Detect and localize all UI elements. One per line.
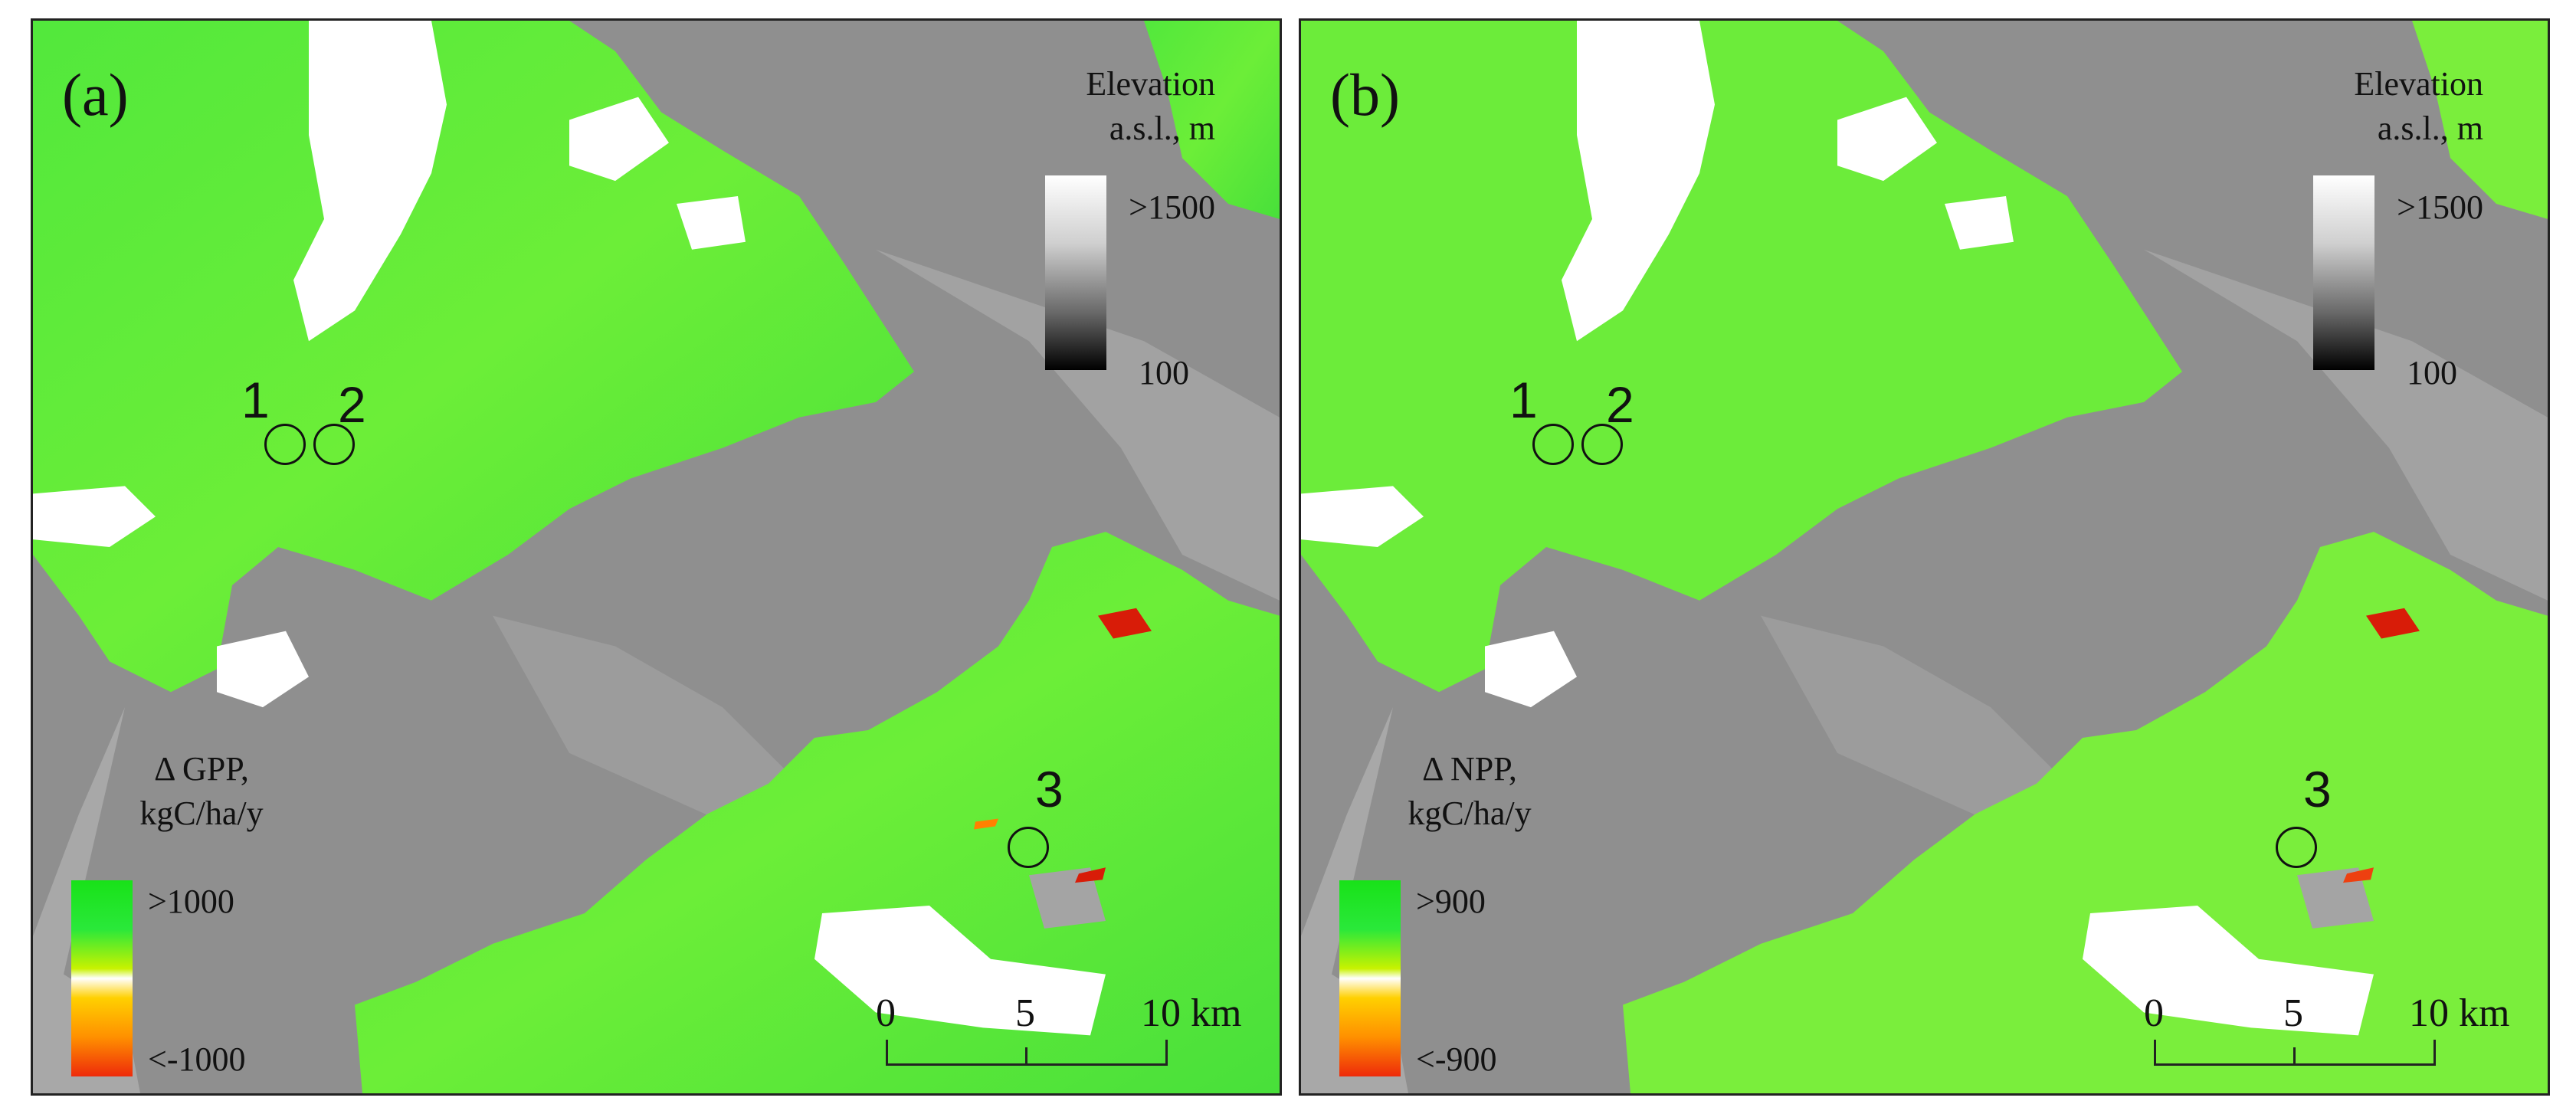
delta-title-line1: Δ NPP, xyxy=(1422,750,1517,788)
site-marker xyxy=(1581,424,1623,465)
site-marker xyxy=(1532,424,1574,465)
snow-region xyxy=(33,486,156,548)
vegetation-region xyxy=(2412,21,2548,219)
map-panel-b: (b) Elevation a.s.l., m >1500 100 Δ NPP,… xyxy=(1299,18,2550,1096)
snow-region xyxy=(1945,196,2014,250)
site-marker xyxy=(264,424,306,465)
terrain-map xyxy=(1301,21,2548,1093)
scale-stem xyxy=(2154,1040,2156,1066)
terrain-patch xyxy=(1029,867,1106,929)
vegetation-region xyxy=(1623,532,2548,1093)
scale-tick-label: 5 xyxy=(1015,991,1035,1035)
decline-patch xyxy=(2366,608,2420,639)
elevation-min-label: 100 xyxy=(2407,354,2457,392)
snow-region xyxy=(1301,486,1424,548)
site-label: 1 xyxy=(241,372,270,428)
elevation-colorbar xyxy=(1045,175,1106,370)
terrain-ridge xyxy=(1761,615,2067,822)
scale-tick-label: 5 xyxy=(2283,991,2303,1035)
scale-stem xyxy=(1025,1047,1027,1066)
decline-patch xyxy=(974,818,998,830)
snow-region xyxy=(677,196,746,250)
vegetation-region xyxy=(33,21,914,693)
scale-stem xyxy=(2293,1047,2296,1066)
scale-tick-label: 10 km xyxy=(2409,991,2510,1035)
delta-title-line2: kgC/ha/y xyxy=(1408,795,1532,832)
snow-region xyxy=(1562,21,1715,342)
snow-region xyxy=(569,97,669,182)
elevation-title-line1: Elevation xyxy=(2354,65,2483,103)
elevation-max-label: >1500 xyxy=(1129,188,1215,226)
decline-patch xyxy=(1098,608,1152,639)
scale-stem xyxy=(886,1040,888,1066)
snow-region xyxy=(293,21,447,342)
terrain-ridge xyxy=(876,249,1280,601)
elevation-title-line2: a.s.l., m xyxy=(2377,110,2483,147)
panel-label: (a) xyxy=(62,61,129,128)
snow-region xyxy=(1485,631,1577,708)
panel-label: (b) xyxy=(1330,61,1400,128)
scale-stem xyxy=(1165,1040,1168,1066)
delta-legend-title: Δ GPP, kgC/ha/y xyxy=(71,747,332,836)
terrain-ridge xyxy=(1301,707,1408,1093)
elevation-min-label: 100 xyxy=(1139,354,1189,392)
scale-tick-label: 0 xyxy=(2144,991,2164,1035)
terrain-ridge xyxy=(2144,249,2548,601)
site-label: 3 xyxy=(2303,761,2332,817)
delta-legend-title: Δ NPP, kgC/ha/y xyxy=(1339,747,1600,836)
snow-region xyxy=(2083,906,2374,1036)
elevation-legend-title: Elevation a.s.l., m xyxy=(1086,62,1215,151)
elevation-colorbar xyxy=(2313,175,2374,370)
decline-patch xyxy=(2343,867,2374,883)
site-label: 2 xyxy=(1606,376,1634,433)
vegetation-region xyxy=(1301,21,2182,693)
delta-colorbar xyxy=(1339,880,1401,1076)
map-panel-a: (a) Elevation a.s.l., m >1500 100 Δ GPP,… xyxy=(31,18,1282,1096)
site-marker xyxy=(1008,827,1049,868)
delta-title-line1: Δ GPP, xyxy=(154,750,249,788)
delta-max-label: >900 xyxy=(1416,883,1486,920)
vegetation-region xyxy=(355,532,1280,1093)
site-marker xyxy=(2276,827,2317,868)
terrain-ridge xyxy=(493,615,799,822)
elevation-title-line2: a.s.l., m xyxy=(1109,110,1215,147)
decline-patch xyxy=(1075,867,1106,883)
elevation-max-label: >1500 xyxy=(2397,188,2483,226)
elevation-legend-title: Elevation a.s.l., m xyxy=(2354,62,2483,151)
site-label: 3 xyxy=(1035,761,1064,817)
delta-min-label: <-1000 xyxy=(148,1040,246,1078)
site-label: 2 xyxy=(338,376,366,433)
snow-region xyxy=(1837,97,1937,182)
scale-tick-label: 0 xyxy=(876,991,896,1035)
elevation-title-line1: Elevation xyxy=(1086,65,1215,103)
terrain-ridge xyxy=(33,707,140,1093)
delta-max-label: >1000 xyxy=(148,883,234,920)
site-marker xyxy=(313,424,355,465)
delta-colorbar xyxy=(71,880,133,1076)
terrain-patch xyxy=(2297,867,2374,929)
delta-title-line2: kgC/ha/y xyxy=(139,795,264,832)
vegetation-region xyxy=(1144,21,1280,219)
scale-tick-label: 10 km xyxy=(1141,991,1242,1035)
delta-min-label: <-900 xyxy=(1416,1040,1497,1078)
snow-region xyxy=(217,631,309,708)
scale-stem xyxy=(2433,1040,2436,1066)
site-label: 1 xyxy=(1509,372,1538,428)
snow-region xyxy=(814,906,1106,1036)
